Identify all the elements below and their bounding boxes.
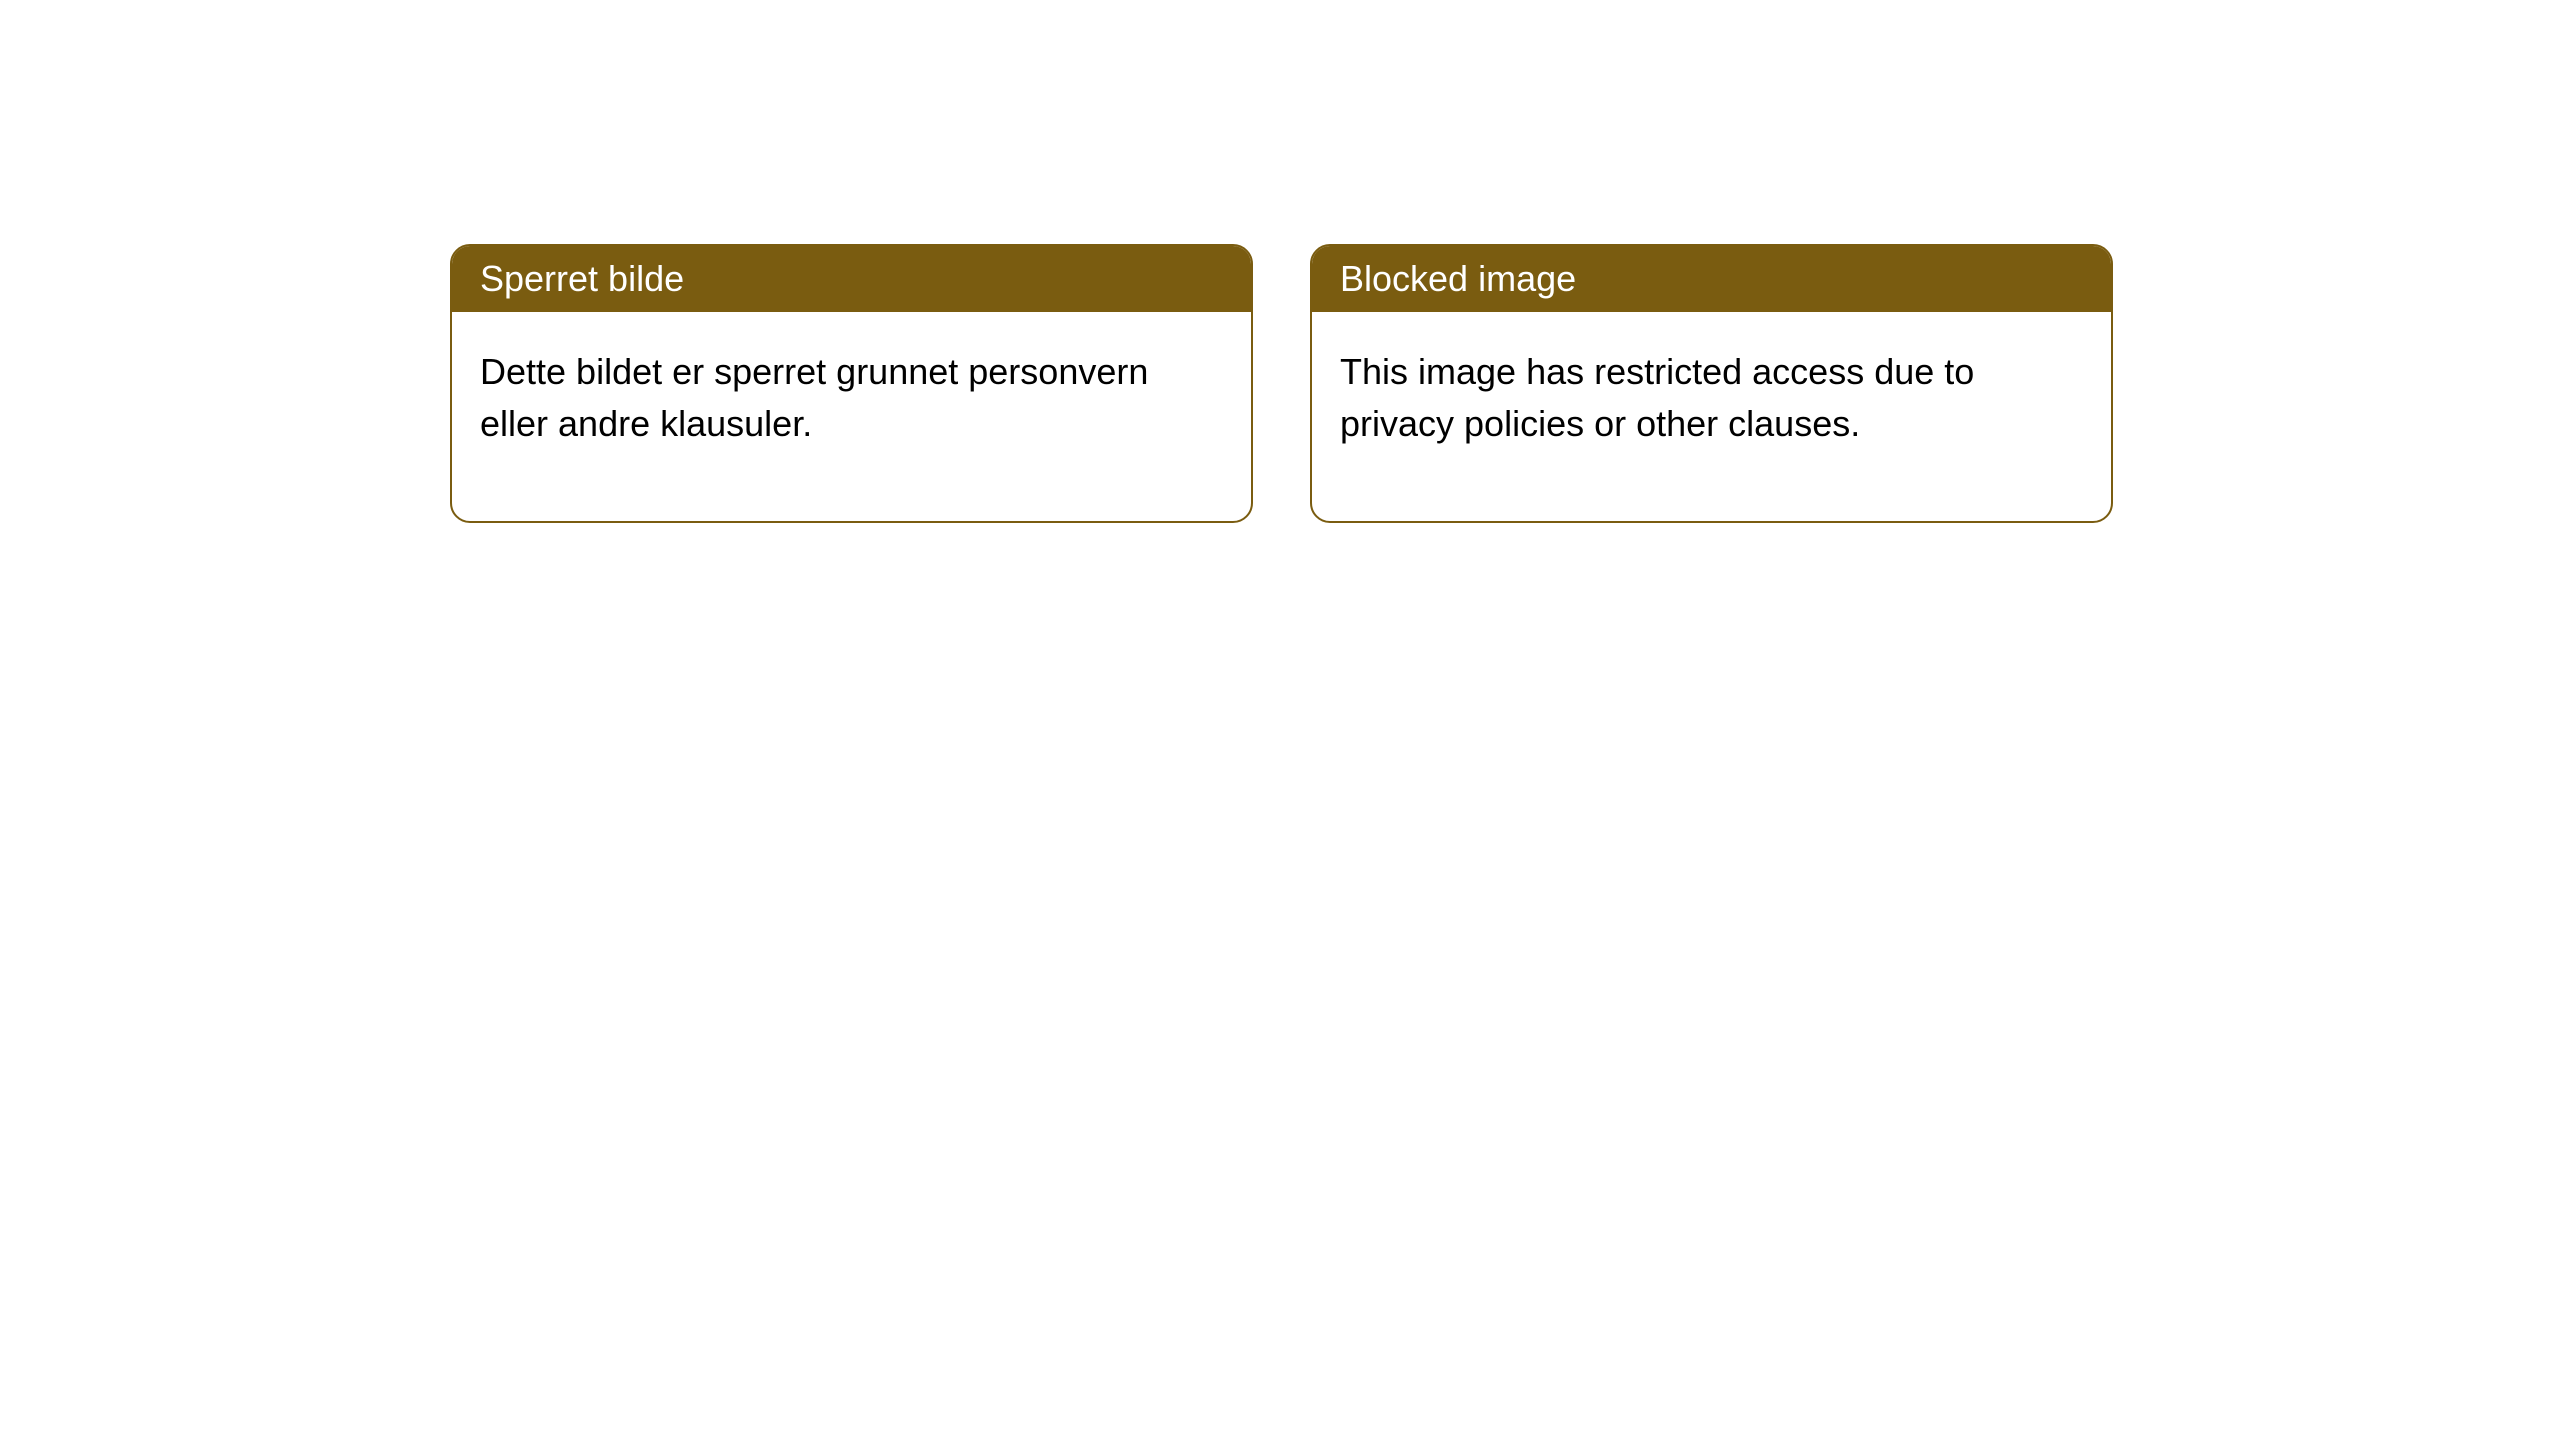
notice-header-no: Sperret bilde: [452, 246, 1251, 312]
notice-body-no: Dette bildet er sperret grunnet personve…: [452, 312, 1251, 520]
notice-card-no: Sperret bilde Dette bildet er sperret gr…: [450, 244, 1253, 523]
notice-container: Sperret bilde Dette bildet er sperret gr…: [0, 0, 2560, 523]
notice-body-en: This image has restricted access due to …: [1312, 312, 2111, 520]
notice-header-en: Blocked image: [1312, 246, 2111, 312]
notice-card-en: Blocked image This image has restricted …: [1310, 244, 2113, 523]
